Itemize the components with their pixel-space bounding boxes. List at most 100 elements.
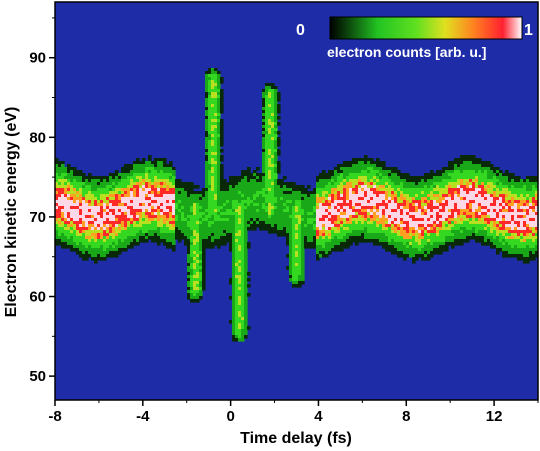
heatmap-cell	[361, 236, 365, 240]
heatmap-cell	[319, 233, 323, 237]
heatmap-cell	[451, 170, 455, 174]
heatmap-cell	[211, 116, 215, 120]
heatmap-cell	[151, 194, 155, 198]
heatmap-cell	[274, 98, 278, 102]
heatmap-cell	[118, 206, 122, 210]
heatmap-cell	[250, 215, 254, 219]
heatmap-cell	[61, 224, 65, 228]
heatmap-cell	[190, 293, 194, 297]
heatmap-cell	[295, 209, 299, 213]
heatmap-cell	[490, 203, 494, 207]
heatmap-cell	[235, 299, 239, 303]
heatmap-cell	[241, 236, 245, 240]
heatmap-cell	[79, 245, 83, 249]
heatmap-cell	[277, 212, 281, 216]
heatmap-cell	[169, 179, 173, 183]
heatmap-cell	[421, 212, 425, 216]
heatmap-cell	[436, 245, 440, 249]
heatmap-cell	[427, 233, 431, 237]
heatmap-cell	[106, 197, 110, 201]
heatmap-cell	[292, 224, 296, 228]
heatmap-cell	[445, 215, 449, 219]
heatmap-cell	[394, 233, 398, 237]
heatmap-cell	[187, 290, 191, 294]
heatmap-cell	[58, 224, 62, 228]
heatmap-cell	[190, 263, 194, 267]
heatmap-cell	[172, 212, 176, 216]
heatmap-cell	[127, 197, 131, 201]
heatmap-cell	[343, 230, 347, 234]
heatmap-cell	[118, 176, 122, 180]
heatmap-cell	[532, 254, 536, 258]
heatmap-cell	[265, 203, 269, 207]
heatmap-cell	[226, 200, 230, 204]
heatmap-cell	[409, 224, 413, 228]
heatmap-cell	[235, 218, 239, 222]
heatmap-cell	[493, 182, 497, 186]
heatmap-cell	[64, 203, 68, 207]
heatmap-cell	[217, 83, 221, 87]
heatmap-cell	[142, 188, 146, 192]
heatmap-cell	[382, 203, 386, 207]
heatmap-cell	[133, 242, 137, 246]
heatmap-cell	[343, 239, 347, 243]
colorbar-gradient	[329, 16, 523, 40]
heatmap-cell	[121, 245, 125, 249]
heatmap-cell	[220, 215, 224, 219]
heatmap-cell	[118, 200, 122, 204]
heatmap-cell	[124, 206, 128, 210]
heatmap-cell	[508, 188, 512, 192]
heatmap-cell	[271, 224, 275, 228]
heatmap-cell	[256, 176, 260, 180]
heatmap-cell	[514, 215, 518, 219]
heatmap-cell	[529, 221, 533, 225]
heatmap-cell	[184, 236, 188, 240]
colorbar: 0 1 electron counts [arb. u.]	[296, 16, 533, 60]
heatmap-cell	[166, 191, 170, 195]
heatmap-cell	[319, 185, 323, 189]
heatmap-cell	[313, 224, 317, 228]
heatmap-cell	[217, 206, 221, 210]
heatmap-cell	[67, 185, 71, 189]
heatmap-cell	[118, 224, 122, 228]
heatmap-cell	[406, 203, 410, 207]
heatmap-cell	[121, 215, 125, 219]
heatmap-cell	[82, 239, 86, 243]
heatmap-cell	[169, 182, 173, 186]
heatmap-cell	[355, 182, 359, 186]
heatmap-cell	[301, 206, 305, 210]
heatmap-cell	[535, 239, 538, 243]
heatmap-cell	[373, 236, 377, 240]
heatmap-cell	[469, 173, 473, 177]
heatmap-cell	[283, 176, 287, 180]
heatmap-cell	[388, 203, 392, 207]
heatmap-cell	[487, 236, 491, 240]
heatmap-cell	[475, 239, 479, 243]
heatmap-cell	[379, 239, 383, 243]
heatmap-cell	[505, 233, 509, 237]
heatmap-cell	[145, 191, 149, 195]
heatmap-cell	[511, 248, 515, 252]
heatmap-cell	[265, 215, 269, 219]
heatmap-cell	[229, 182, 233, 186]
heatmap-cell	[187, 242, 191, 246]
heatmap-cell	[241, 338, 245, 342]
heatmap-cell	[76, 170, 80, 174]
heatmap-cell	[166, 179, 170, 183]
heatmap-cell	[259, 200, 263, 204]
heatmap-cell	[316, 185, 320, 189]
heatmap-cell	[259, 176, 263, 180]
heatmap-cell	[445, 227, 449, 231]
heatmap-cell	[274, 128, 278, 132]
heatmap-cell	[364, 227, 368, 231]
heatmap-cell	[394, 200, 398, 204]
heatmap-cell	[196, 290, 200, 294]
heatmap-cell	[88, 230, 92, 234]
heatmap-cell	[208, 221, 212, 225]
heatmap-cell	[394, 176, 398, 180]
heatmap-cell	[292, 269, 296, 273]
heatmap-cell	[322, 197, 326, 201]
heatmap-cell	[262, 92, 266, 96]
heatmap-cell	[79, 200, 83, 204]
